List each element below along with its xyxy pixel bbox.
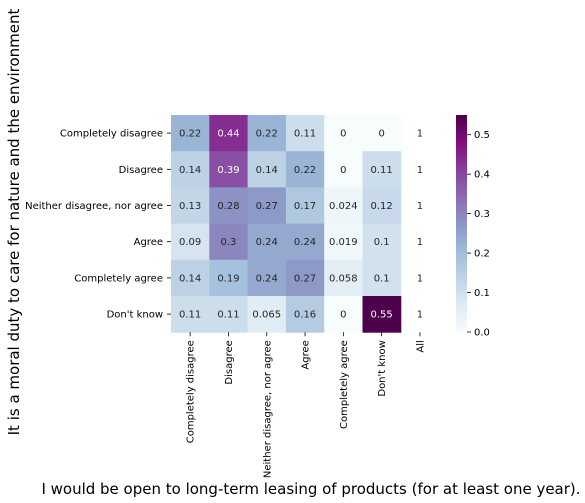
cell-value-label: 0.11 — [217, 310, 239, 321]
cell-value-label: 0.22 — [256, 129, 278, 140]
cell-value-label: 0.24 — [294, 237, 316, 248]
cell-value-label: 0.11 — [371, 165, 393, 176]
cell-value-label: 0.39 — [217, 165, 239, 176]
cell-value-label: 0 — [340, 165, 346, 176]
cell-value-label: 0.1 — [374, 273, 390, 284]
row-total-label: 1 — [417, 310, 423, 321]
cell-value-label: 0.11 — [294, 129, 316, 140]
cell-value-label: 0.12 — [371, 201, 393, 212]
y-tick-label: Disagree — [119, 165, 163, 176]
heatmap-cells — [171, 115, 401, 333]
x-tick-label: Agree — [301, 340, 312, 369]
x-tick-label: Neither disagree, nor agree — [262, 340, 273, 478]
cell-value-label: 0.14 — [179, 273, 201, 284]
cell-value-label: 0 — [378, 129, 384, 140]
cell-value-label: 0.17 — [294, 201, 316, 212]
cell-value-label: 0.27 — [294, 273, 316, 284]
colorbar-tick-label: 0.3 — [474, 209, 490, 220]
x-tick-label: Don't know — [377, 340, 388, 396]
cell-value-label: 0 — [340, 310, 346, 321]
x-tick-labels: Completely disagree Disagree Neither disag… — [186, 332, 427, 478]
row-total-label: 1 — [417, 201, 423, 212]
row-total-label: 1 — [417, 129, 423, 140]
cell-value-label: 0.55 — [371, 310, 393, 321]
cell-value-label: 0.065 — [252, 310, 281, 321]
x-tick-label: Completely disagree — [186, 340, 197, 443]
cell-value-label: 0.058 — [329, 273, 358, 284]
cell-value-label: 0.22 — [179, 129, 201, 140]
cell-value-label: 0.3 — [220, 237, 236, 248]
colorbar: 0.0 0.1 0.2 0.3 0.4 0.5 — [456, 115, 490, 339]
cell-value-label: 0.24 — [256, 273, 278, 284]
colorbar-tick-label: 0.0 — [474, 328, 490, 339]
x-tick-label: Disagree — [224, 340, 235, 384]
x-tick-label: Completely agree — [339, 340, 350, 429]
y-tick-label: Neither disagree, nor agree — [25, 201, 163, 212]
colorbar-tick-label: 0.1 — [474, 288, 490, 299]
x-axis-label: I would be open to long-term leasing of … — [41, 480, 580, 498]
cell-value-label: 0 — [340, 129, 346, 140]
cell-value-label: 0.27 — [256, 201, 278, 212]
cell-value-label: 0.14 — [256, 165, 278, 176]
cell-value-label: 0.09 — [179, 237, 201, 248]
row-total-label: 1 — [417, 165, 423, 176]
cell-value-label: 0.19 — [217, 273, 239, 284]
y-tick-label: Agree — [134, 237, 163, 248]
y-tick-labels: Completely disagree Disagree Neither disag… — [25, 129, 171, 321]
cell-value-label: 0.11 — [179, 310, 201, 321]
y-tick-label: Completely agree — [74, 273, 163, 284]
y-tick-label: Don't know — [107, 310, 163, 321]
cell-value-label: 0.44 — [217, 129, 239, 140]
cell-value-label: 0.16 — [294, 310, 316, 321]
y-tick-label: Completely disagree — [60, 129, 163, 140]
cell-value-label: 0.13 — [179, 201, 201, 212]
cell-value-label: 0.024 — [329, 201, 358, 212]
cell-value-label: 0.019 — [329, 237, 358, 248]
cell-value-label: 0.1 — [374, 237, 390, 248]
row-total-label: 1 — [417, 273, 423, 284]
cell-value-label: 0.28 — [217, 201, 239, 212]
colorbar-tick-label: 0.5 — [474, 130, 490, 141]
cell-value-label: 0.24 — [256, 237, 278, 248]
y-axis-label: It is a moral duty to care for nature an… — [5, 9, 23, 436]
colorbar-segment — [456, 115, 467, 117]
row-total-label: 1 — [417, 237, 423, 248]
cell-value-label: 0.14 — [179, 165, 201, 176]
colorbar-tick-label: 0.4 — [474, 170, 490, 181]
colorbar-tick-label: 0.2 — [474, 249, 490, 260]
x-tick-label: All — [415, 340, 426, 352]
cell-value-label: 0.22 — [294, 165, 316, 176]
